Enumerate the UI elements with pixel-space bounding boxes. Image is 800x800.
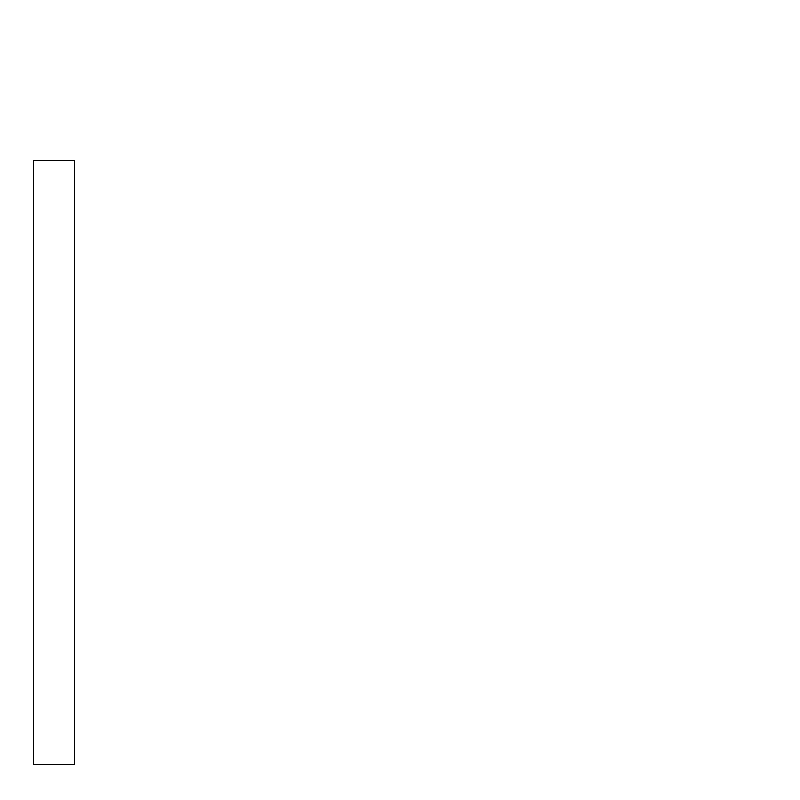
plot-titles xyxy=(6,20,37,236)
colorbar xyxy=(33,160,75,765)
colorbar-gradient xyxy=(33,160,75,765)
